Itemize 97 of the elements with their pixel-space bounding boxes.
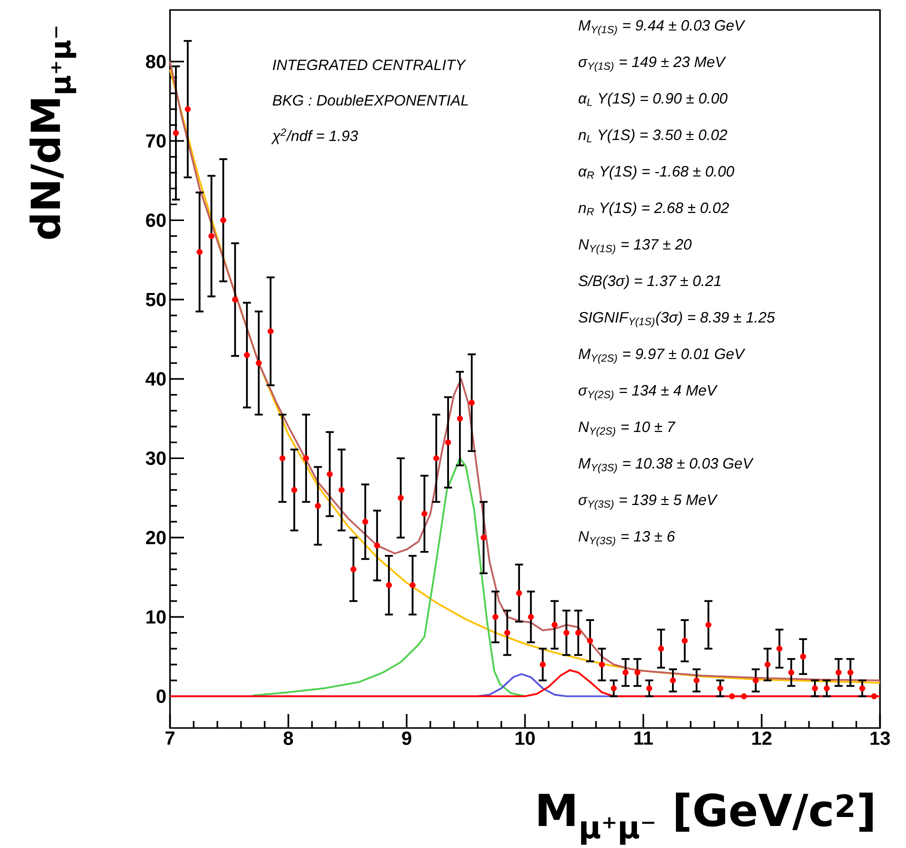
annotation: N$_{Y(3S)}$ = 13 ± 6 <box>578 531 676 546</box>
y-tick-label: 30 <box>146 451 166 465</box>
annotation: χ$^{2}$/ndf = 1.93 <box>271 128 358 144</box>
point <box>670 677 676 684</box>
point <box>480 534 487 541</box>
point <box>740 693 747 700</box>
point <box>492 614 498 620</box>
point <box>386 582 392 588</box>
point <box>291 486 298 493</box>
annotation: σ$_{Y(2S)}$ = 134 ± 4 MeV <box>578 384 718 400</box>
x-axis-title: M$_{μ⁺μ⁻}$ [GeV/c$^{2}$] <box>538 792 873 845</box>
point <box>800 654 806 660</box>
point <box>433 455 440 462</box>
point <box>646 685 652 692</box>
point <box>421 510 428 517</box>
point <box>836 669 842 676</box>
line-series <box>252 457 526 698</box>
point <box>184 106 191 112</box>
y-tick-label: 40 <box>146 372 166 386</box>
point <box>350 566 356 572</box>
annotation: N$_{Y(1S)}$ = 137 ± 20 <box>578 239 692 254</box>
point <box>374 542 380 549</box>
point <box>563 630 570 636</box>
point <box>729 693 736 700</box>
point <box>244 352 250 358</box>
point <box>362 518 368 525</box>
x-tick-label: 13 <box>870 732 890 745</box>
point <box>622 669 629 676</box>
y-tick-label: 70 <box>146 134 166 148</box>
y-tick-label: 50 <box>146 292 166 306</box>
point <box>717 685 724 692</box>
annotation: σ$_{Y(3S)}$ = 139 ± 5 MeV <box>578 494 718 510</box>
point <box>610 685 617 692</box>
point <box>694 677 700 684</box>
point <box>516 590 522 596</box>
annotation: n$_{L}$ Y(1S) = 3.50 ± 0.02 <box>578 129 728 144</box>
annotation: M$_{Y(1S)}$ = 9.44 ± 0.03 GeV <box>578 20 746 36</box>
annotation: BKG : DoubleEXPONENTIAL <box>272 94 468 106</box>
point <box>445 439 452 446</box>
y-tick-label: 60 <box>146 213 166 227</box>
annotation: σ$_{Y(1S)}$ = 149 ± 23 MeV <box>578 56 726 72</box>
point <box>658 646 664 652</box>
point <box>314 502 321 509</box>
point <box>268 328 274 334</box>
annotation: α$_{R}$ Y(1S) = -1.68 ± 0.00 <box>578 166 734 180</box>
x-tick-label: 9 <box>402 732 412 745</box>
point <box>256 360 262 366</box>
annotation: N$_{Y(2S)}$ = 10 ± 7 <box>578 421 676 437</box>
annotation: n$_{R}$ Y(1S) = 2.68 ± 0.02 <box>578 202 729 216</box>
x-tick-label: 12 <box>752 732 772 745</box>
point <box>410 582 416 588</box>
point <box>528 614 534 620</box>
point <box>196 248 203 255</box>
point <box>232 296 238 303</box>
point <box>752 677 759 684</box>
point <box>847 669 854 676</box>
point <box>303 455 310 462</box>
annotation: INTEGRATED CENTRALITY <box>272 60 466 70</box>
point <box>504 630 510 636</box>
y-axis-title: dN/dM$_{μ⁺μ⁻}$ <box>30 26 76 239</box>
x-tick-label: 8 <box>284 732 294 745</box>
y-tick-label: 0 <box>156 690 166 703</box>
point <box>279 455 286 462</box>
point <box>398 494 404 501</box>
point <box>575 630 582 636</box>
point <box>540 662 546 668</box>
point <box>338 486 345 493</box>
y-tick-label: 10 <box>146 610 166 624</box>
point <box>824 685 830 692</box>
point <box>859 685 866 692</box>
point <box>776 646 782 652</box>
annotation: α$_{L}$ Y(1S) = 0.90 ± 0.00 <box>578 92 728 107</box>
point <box>587 638 594 644</box>
annotation: SIGNIF$_{Y(1S)}$(3σ) = 8.39 ± 1.25 <box>578 312 775 328</box>
point <box>456 416 463 422</box>
point <box>705 622 712 628</box>
point <box>871 693 878 700</box>
point <box>634 669 640 676</box>
point <box>764 662 771 668</box>
annotation: M$_{Y(2S)}$ = 9.97 ± 0.01 GeV <box>578 348 746 364</box>
annotation: M$_{Y(3S)}$ = 10.38 ± 0.03 GeV <box>578 458 754 474</box>
x-tick-label: 7 <box>166 732 174 745</box>
point <box>468 400 475 406</box>
point <box>172 130 179 136</box>
point <box>552 622 558 628</box>
y-tick-label: 20 <box>146 530 166 544</box>
point <box>598 662 605 668</box>
point <box>208 233 214 240</box>
point <box>788 669 794 676</box>
point <box>682 638 688 644</box>
x-tick-label: 10 <box>516 732 535 745</box>
annotation: S/B(3σ) = 1.37 ± 0.21 <box>578 275 720 290</box>
point <box>812 685 818 692</box>
x-tick-label: 11 <box>634 732 653 745</box>
point <box>220 217 226 224</box>
y-tick-label: 80 <box>146 54 166 68</box>
point <box>326 471 333 478</box>
